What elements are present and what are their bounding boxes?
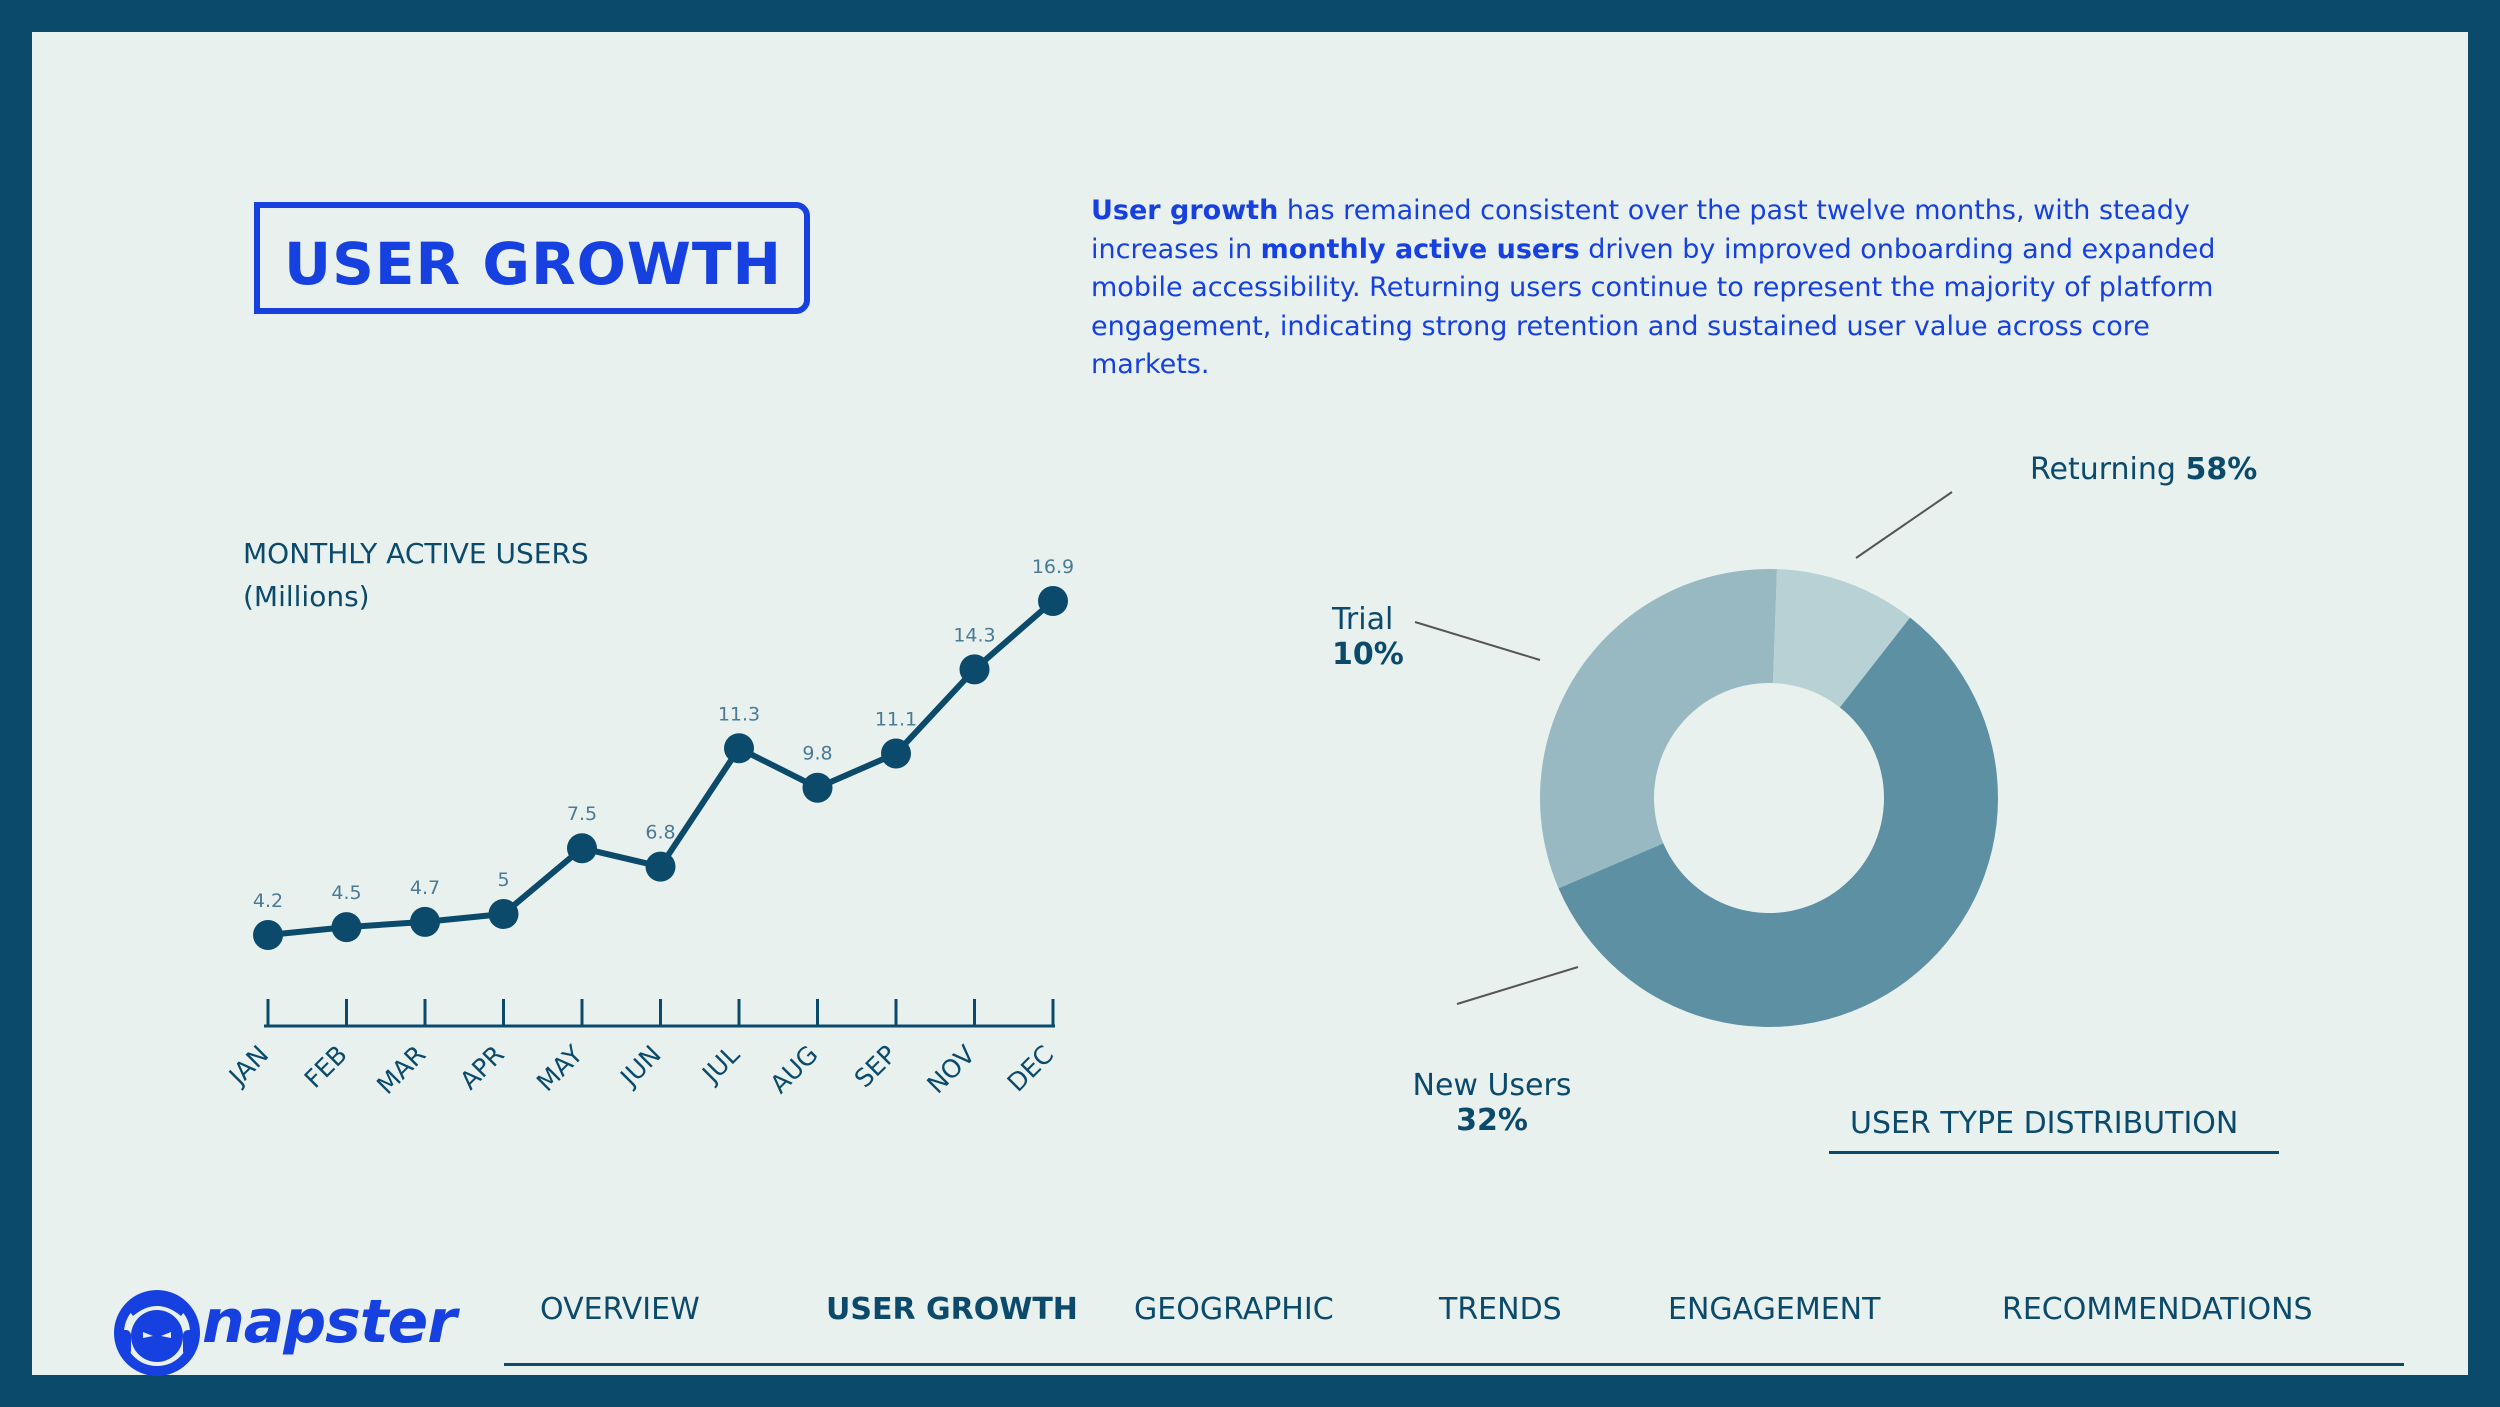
data-label: 4.5 bbox=[331, 882, 361, 904]
description-lead: User growth bbox=[1091, 195, 1279, 226]
x-tick-label: SEP bbox=[849, 1040, 903, 1094]
donut-slice-new-users bbox=[1540, 569, 1777, 889]
line-chart-subtitle: (Millions) bbox=[243, 580, 370, 613]
pie-label-returning: Returning 58% bbox=[2030, 452, 2258, 487]
data-point bbox=[724, 733, 754, 764]
napster-logo-icon bbox=[114, 1290, 200, 1376]
data-point bbox=[645, 851, 676, 882]
x-tick-label: DEC bbox=[1002, 1040, 1060, 1098]
leader-line-new-users bbox=[1456, 966, 1579, 1005]
pie-label-trial: Trial 10% bbox=[1332, 602, 1404, 672]
data-point bbox=[410, 906, 440, 937]
pie-chart-title: USER TYPE DISTRIBUTION bbox=[1850, 1106, 2239, 1141]
description-bold2: monthly active users bbox=[1260, 233, 1580, 265]
title-box: USER GROWTH bbox=[254, 202, 810, 314]
donut-slice-returning bbox=[1558, 617, 1999, 1028]
data-label: 14.3 bbox=[953, 624, 995, 646]
nav-trends[interactable]: TRENDS bbox=[1439, 1292, 1562, 1327]
data-label: 11.1 bbox=[875, 709, 917, 731]
slide-frame: USER GROWTH User growth has remained con… bbox=[32, 32, 2468, 1376]
x-tick-label: APR bbox=[454, 1040, 510, 1096]
data-point bbox=[1038, 585, 1068, 616]
x-tick-label: AUG bbox=[765, 1040, 824, 1099]
description-paragraph: User growth has remained consistent over… bbox=[1091, 192, 2231, 385]
nav-overview[interactable]: OVERVIEW bbox=[540, 1292, 700, 1327]
description-part1: has remained consistent over the past tw… bbox=[1091, 195, 2190, 265]
x-tick-label: FEB bbox=[299, 1040, 353, 1094]
data-point bbox=[488, 898, 519, 929]
data-point bbox=[331, 912, 362, 943]
data-label: 11.3 bbox=[718, 703, 760, 725]
bottom-nav: OVERVIEW USER GROWTH GEOGRAPHIC TRENDS E… bbox=[32, 1292, 2468, 1372]
description-part2: driven by improved onboarding and expand… bbox=[1091, 233, 2216, 381]
x-tick-label: JUN bbox=[613, 1040, 666, 1093]
data-point bbox=[253, 920, 283, 950]
data-point bbox=[567, 833, 597, 864]
data-point bbox=[802, 772, 833, 803]
x-tick-label: JUL bbox=[695, 1040, 745, 1090]
data-label: 7.5 bbox=[567, 803, 597, 825]
x-tick-label: MAY bbox=[531, 1039, 589, 1097]
leader-line-trial bbox=[1414, 621, 1541, 661]
data-label: 16.9 bbox=[1032, 556, 1074, 578]
data-label: 5 bbox=[497, 869, 509, 891]
data-label: 4.7 bbox=[410, 877, 440, 899]
x-tick-label: NOV bbox=[921, 1040, 980, 1099]
x-tick-label: MAR bbox=[371, 1040, 431, 1100]
nav-engagement[interactable]: ENGAGEMENT bbox=[1668, 1292, 1881, 1327]
x-tick-label: JAN bbox=[222, 1040, 274, 1092]
data-label: 6.8 bbox=[645, 822, 675, 844]
chart-canvas: JAN FEB MAR APR MAY JUN JUL AUG SEP NOV DEC 4.2 4.5 4… bbox=[222, 491, 1999, 1100]
series-line-mau bbox=[267, 598, 1055, 938]
line-chart-title: MONTHLY ACTIVE USERS bbox=[243, 537, 589, 570]
nav-underline bbox=[504, 1363, 2404, 1366]
donut-slice-trial bbox=[1773, 569, 1910, 708]
nav-geographic[interactable]: GEOGRAPHIC bbox=[1134, 1292, 1334, 1327]
nav-user-growth[interactable]: USER GROWTH bbox=[826, 1292, 1078, 1327]
pie-label-new-users: New Users 32% bbox=[1412, 1068, 1572, 1138]
page-title: USER GROWTH bbox=[284, 230, 782, 298]
data-label: 9.8 bbox=[802, 743, 832, 765]
data-point bbox=[881, 738, 911, 769]
nav-recommendations[interactable]: RECOMMENDATIONS bbox=[2002, 1292, 2313, 1327]
leader-line-returning bbox=[1855, 491, 1953, 559]
data-label: 4.2 bbox=[253, 890, 283, 912]
data-point bbox=[959, 654, 990, 685]
pie-title-underline bbox=[1829, 1151, 2279, 1154]
napster-logo-text: napster bbox=[202, 1287, 457, 1357]
